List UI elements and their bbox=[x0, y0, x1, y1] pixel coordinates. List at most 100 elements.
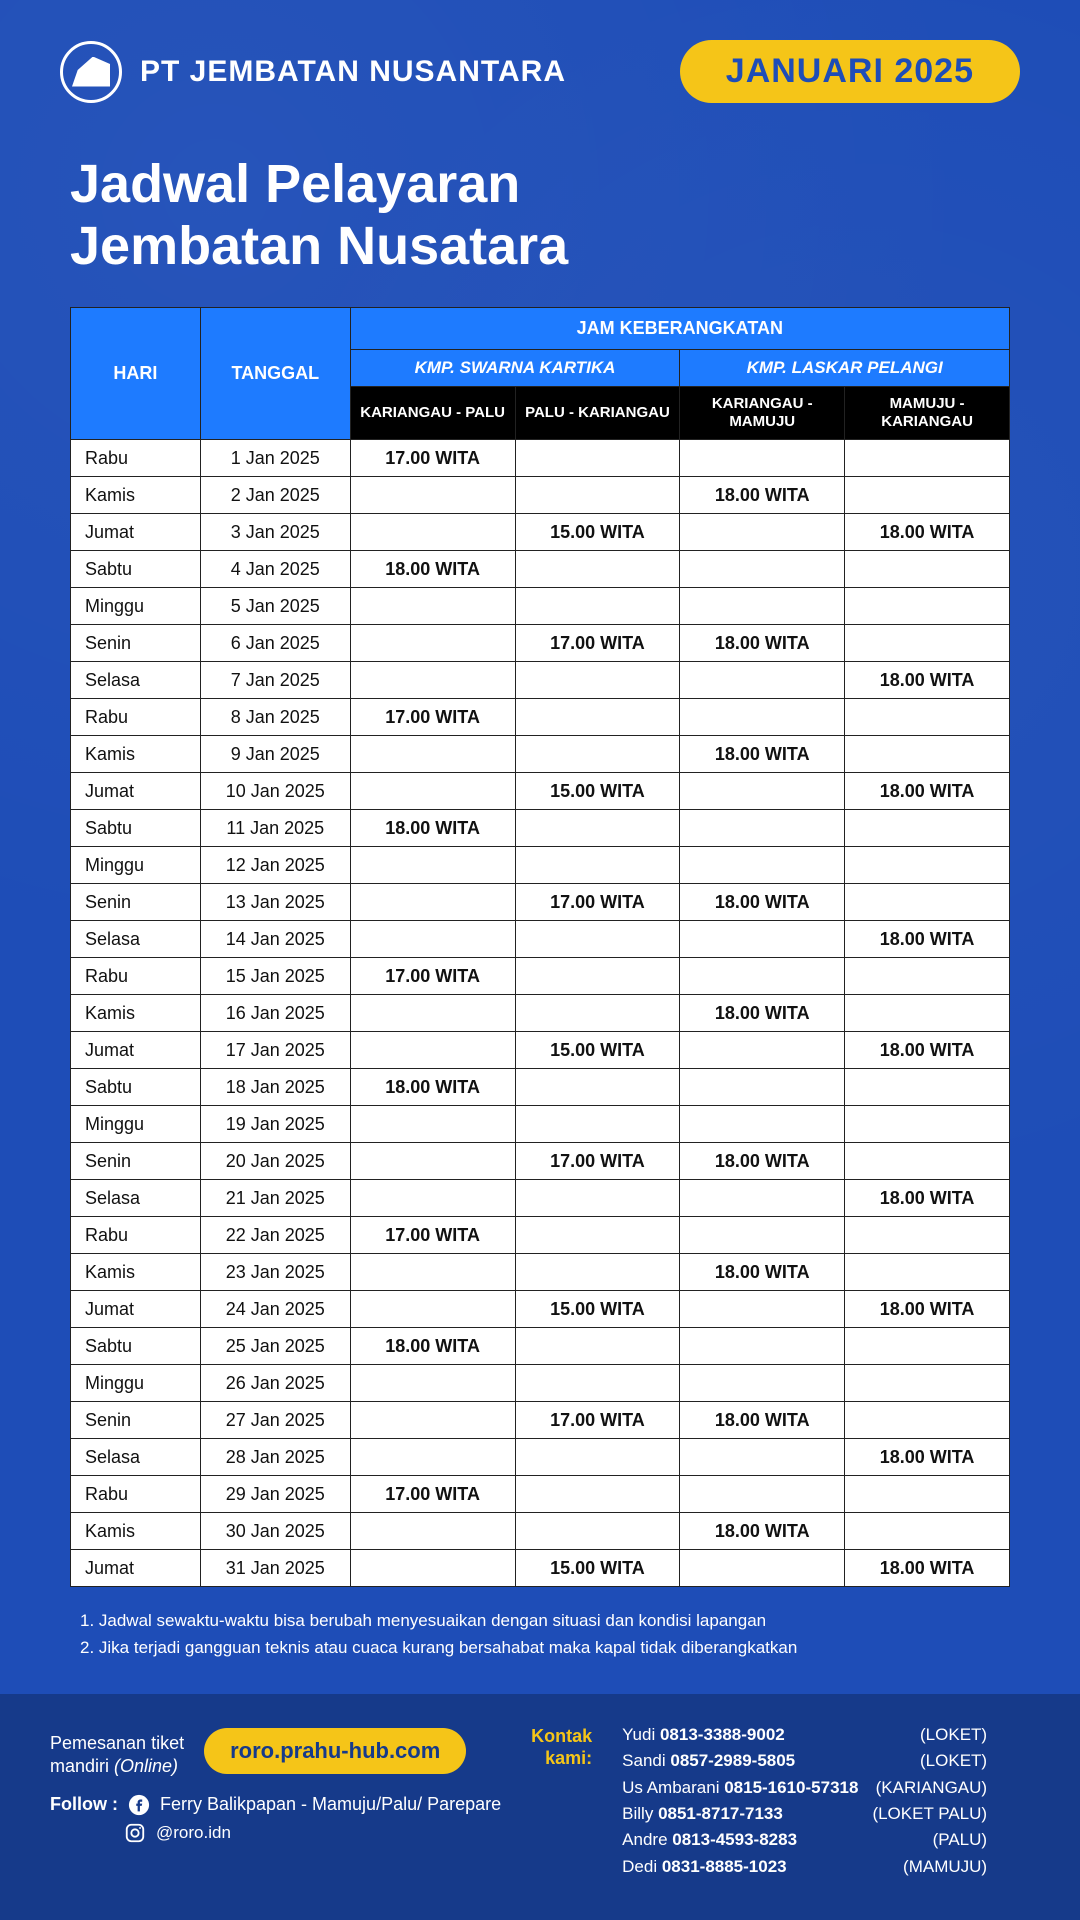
cell-time-4: 18.00 WITA bbox=[845, 514, 1010, 551]
cell-time-1 bbox=[350, 847, 515, 884]
cell-day: Rabu bbox=[71, 1217, 201, 1254]
contact-location: (PALU) bbox=[872, 1827, 987, 1853]
contact-location: (MAMUJU) bbox=[872, 1854, 987, 1880]
cell-date: 2 Jan 2025 bbox=[200, 477, 350, 514]
cell-day: Minggu bbox=[71, 1106, 201, 1143]
cell-time-1: 17.00 WITA bbox=[350, 1476, 515, 1513]
cell-time-2 bbox=[515, 1476, 680, 1513]
cell-day: Sabtu bbox=[71, 1069, 201, 1106]
cell-time-4 bbox=[845, 1143, 1010, 1180]
cell-time-1 bbox=[350, 1365, 515, 1402]
cell-time-2: 15.00 WITA bbox=[515, 514, 680, 551]
cell-date: 7 Jan 2025 bbox=[200, 662, 350, 699]
cell-date: 14 Jan 2025 bbox=[200, 921, 350, 958]
cell-time-4 bbox=[845, 995, 1010, 1032]
cell-time-2 bbox=[515, 847, 680, 884]
footer: Pemesanan tiket mandiri (Online) roro.pr… bbox=[0, 1694, 1080, 1920]
online-line-3: (Online) bbox=[114, 1756, 178, 1776]
cell-time-3 bbox=[680, 699, 845, 736]
cell-time-3 bbox=[680, 1328, 845, 1365]
facebook-icon[interactable] bbox=[128, 1794, 150, 1816]
cell-day: Senin bbox=[71, 1143, 201, 1180]
cell-day: Jumat bbox=[71, 1291, 201, 1328]
cell-day: Selasa bbox=[71, 1180, 201, 1217]
cell-time-1 bbox=[350, 477, 515, 514]
contacts-block: Yudi 0813-3388-9002Sandi 0857-2989-5805U… bbox=[622, 1722, 987, 1880]
table-row: Selasa7 Jan 202518.00 WITA bbox=[71, 662, 1010, 699]
table-row: Kamis2 Jan 202518.00 WITA bbox=[71, 477, 1010, 514]
booking-url[interactable]: roro.prahu-hub.com bbox=[204, 1728, 466, 1774]
table-row: Sabtu4 Jan 202518.00 WITA bbox=[71, 551, 1010, 588]
online-line-2: mandiri bbox=[50, 1756, 114, 1776]
table-row: Sabtu11 Jan 202518.00 WITA bbox=[71, 810, 1010, 847]
cell-time-4 bbox=[845, 588, 1010, 625]
cell-day: Rabu bbox=[71, 699, 201, 736]
table-row: Rabu22 Jan 202517.00 WITA bbox=[71, 1217, 1010, 1254]
logo-icon bbox=[60, 41, 122, 103]
cell-time-4 bbox=[845, 1476, 1010, 1513]
schedule-table: HARI TANGGAL JAM KEBERANGKATAN KMP. SWAR… bbox=[70, 307, 1010, 1587]
title-line-1: Jadwal Pelayaran bbox=[70, 153, 1010, 215]
cell-date: 10 Jan 2025 bbox=[200, 773, 350, 810]
cell-time-3 bbox=[680, 1291, 845, 1328]
note-1: 1. Jadwal sewaktu-waktu bisa berubah men… bbox=[80, 1607, 1000, 1634]
cell-time-2: 17.00 WITA bbox=[515, 625, 680, 662]
table-row: Senin6 Jan 202517.00 WITA18.00 WITA bbox=[71, 625, 1010, 662]
ship-1: KMP. SWARNA KARTIKA bbox=[350, 350, 680, 387]
table-row: Jumat17 Jan 202515.00 WITA18.00 WITA bbox=[71, 1032, 1010, 1069]
cell-day: Selasa bbox=[71, 1439, 201, 1476]
cell-time-3 bbox=[680, 1032, 845, 1069]
cell-time-4 bbox=[845, 1254, 1010, 1291]
table-row: Minggu12 Jan 2025 bbox=[71, 847, 1010, 884]
cell-time-4: 18.00 WITA bbox=[845, 662, 1010, 699]
facebook-label[interactable]: Ferry Balikpapan - Mamuju/Palu/ Parepare bbox=[160, 1794, 501, 1815]
contact-entry: Andre 0813-4593-8283 bbox=[622, 1827, 858, 1853]
table-row: Sabtu18 Jan 202518.00 WITA bbox=[71, 1069, 1010, 1106]
cell-date: 4 Jan 2025 bbox=[200, 551, 350, 588]
cell-time-3: 18.00 WITA bbox=[680, 995, 845, 1032]
cell-time-3 bbox=[680, 847, 845, 884]
cell-time-2 bbox=[515, 1439, 680, 1476]
cell-time-2: 17.00 WITA bbox=[515, 1143, 680, 1180]
cell-time-1 bbox=[350, 1032, 515, 1069]
header: PT JEMBATAN NUSANTARA JANUARI 2025 bbox=[0, 0, 1080, 123]
cell-time-1 bbox=[350, 1550, 515, 1587]
cell-time-3: 18.00 WITA bbox=[680, 1513, 845, 1550]
cell-time-1: 17.00 WITA bbox=[350, 699, 515, 736]
cell-day: Rabu bbox=[71, 1476, 201, 1513]
cell-time-4 bbox=[845, 736, 1010, 773]
table-row: Rabu15 Jan 202517.00 WITA bbox=[71, 958, 1010, 995]
cell-time-2: 17.00 WITA bbox=[515, 1402, 680, 1439]
cell-time-1 bbox=[350, 1402, 515, 1439]
table-row: Rabu1 Jan 202517.00 WITA bbox=[71, 440, 1010, 477]
cell-time-3: 18.00 WITA bbox=[680, 1402, 845, 1439]
cell-date: 31 Jan 2025 bbox=[200, 1550, 350, 1587]
online-line-1: Pemesanan tiket bbox=[50, 1733, 184, 1753]
cell-time-2 bbox=[515, 1328, 680, 1365]
contact-location: (LOKET) bbox=[872, 1722, 987, 1748]
cell-day: Kamis bbox=[71, 736, 201, 773]
cell-date: 18 Jan 2025 bbox=[200, 1069, 350, 1106]
cell-time-4 bbox=[845, 1217, 1010, 1254]
instagram-label[interactable]: @roro.idn bbox=[156, 1823, 231, 1843]
cell-time-1 bbox=[350, 514, 515, 551]
cell-time-4: 18.00 WITA bbox=[845, 921, 1010, 958]
table-row: Jumat10 Jan 202515.00 WITA18.00 WITA bbox=[71, 773, 1010, 810]
cell-time-2 bbox=[515, 810, 680, 847]
cell-day: Senin bbox=[71, 884, 201, 921]
cell-time-4 bbox=[845, 625, 1010, 662]
instagram-icon[interactable] bbox=[124, 1822, 146, 1844]
contact-entry: Yudi 0813-3388-9002 bbox=[622, 1722, 858, 1748]
cell-day: Jumat bbox=[71, 514, 201, 551]
cell-time-1 bbox=[350, 588, 515, 625]
table-body: Rabu1 Jan 202517.00 WITAKamis2 Jan 20251… bbox=[71, 440, 1010, 1587]
cell-time-4: 18.00 WITA bbox=[845, 1291, 1010, 1328]
cell-time-4 bbox=[845, 477, 1010, 514]
cell-day: Minggu bbox=[71, 588, 201, 625]
cell-time-4 bbox=[845, 1069, 1010, 1106]
footer-left: Pemesanan tiket mandiri (Online) roro.pr… bbox=[50, 1722, 501, 1844]
cell-time-2 bbox=[515, 921, 680, 958]
cell-time-4: 18.00 WITA bbox=[845, 1439, 1010, 1476]
table-row: Kamis23 Jan 202518.00 WITA bbox=[71, 1254, 1010, 1291]
cell-time-1: 17.00 WITA bbox=[350, 958, 515, 995]
